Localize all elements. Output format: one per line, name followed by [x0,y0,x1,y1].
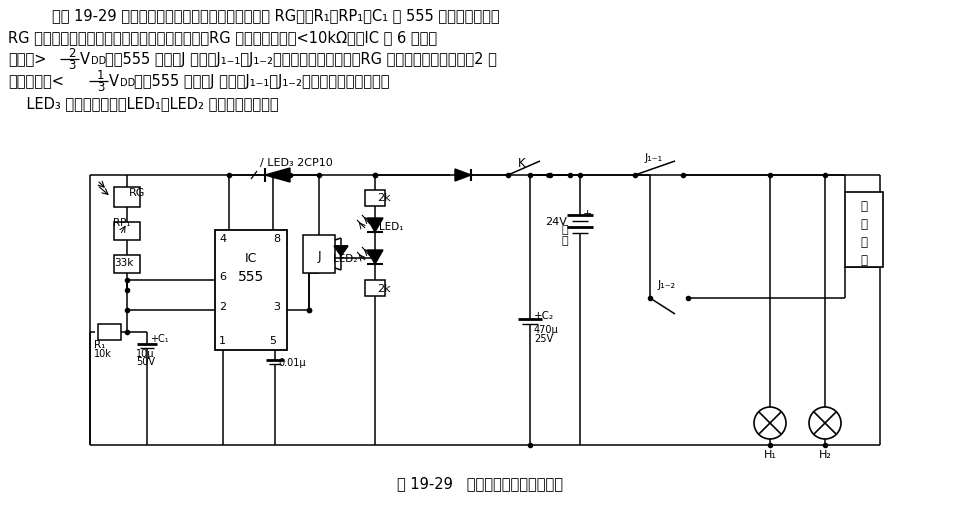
Text: LED₂: LED₂ [333,254,357,264]
Text: 如图 19-29 所示，电路由光敏传感器件（光敏电阻 RG）、R₁、RP₁、C₁ 和 555 组成单稳电路。: 如图 19-29 所示，电路由光敏传感器件（光敏电阻 RG）、R₁、RP₁、C₁… [52,8,499,23]
Text: 瓶: 瓶 [562,236,568,246]
Text: 10μ: 10μ [136,349,155,359]
Text: 4: 4 [219,234,227,244]
Text: ），555 复位，J 吸合，J₁₋₁、J₁₋₂断开，灯不亮；入夜，RG 阻值很大，或呈开路，2 脚: ），555 复位，J 吸合，J₁₋₁、J₁₋₂断开，灯不亮；入夜，RG 阻值很大… [105,52,497,67]
Text: 车: 车 [860,218,868,231]
Text: +: + [583,209,592,219]
Bar [114,255,140,273]
Text: RG: RG [129,188,145,198]
Text: 5: 5 [269,336,276,346]
Text: 灯: 灯 [860,254,868,267]
Text: R₁: R₁ [94,340,106,350]
Text: LED₃ 作为降压使用；LED₁、LED₂ 作为值班监管用。: LED₃ 作为降压使用；LED₁、LED₂ 作为值班监管用。 [8,96,278,111]
Text: 2: 2 [219,302,227,312]
Text: 2k: 2k [377,284,391,294]
Text: 电: 电 [562,225,568,235]
Text: 10k: 10k [94,349,112,359]
Text: RG 放在能感受到光照的地方，当白天受光照时，RG 呈现的阻值小（<10kΩ），IC 的 6 脚呈高: RG 放在能感受到光照的地方，当白天受光照时，RG 呈现的阻值小（<10kΩ），… [8,30,437,45]
Text: 0.01μ: 0.01μ [278,358,305,368]
Text: 3: 3 [273,302,280,312]
Text: +C₁: +C₁ [150,334,169,344]
Text: 1: 1 [219,336,226,346]
Text: 内: 内 [860,236,868,249]
Polygon shape [455,169,471,181]
Text: 50V: 50V [136,357,155,367]
Bar [303,235,335,273]
Bar [365,280,385,296]
Text: 3: 3 [97,81,105,94]
Text: 2: 2 [68,47,76,60]
Text: J₁₋₂: J₁₋₂ [658,280,676,290]
Text: DD: DD [91,56,107,66]
Text: J: J [317,250,321,263]
Text: V: V [80,52,90,67]
Text: 25V: 25V [534,334,553,344]
Polygon shape [334,246,348,256]
Text: 1: 1 [97,69,105,82]
Text: H₂: H₂ [819,450,831,460]
Text: 8: 8 [273,234,280,244]
Text: 470μ: 470μ [534,325,559,335]
Text: 555: 555 [238,270,264,284]
Polygon shape [367,250,383,264]
Text: K: K [518,157,526,170]
Text: IC: IC [245,252,257,265]
Text: 6: 6 [219,272,226,282]
Text: / LED₃ 2CP10: / LED₃ 2CP10 [260,158,333,168]
Text: 3: 3 [68,59,76,72]
Text: 33k: 33k [114,258,133,268]
Polygon shape [265,168,290,182]
Bar [114,187,140,207]
Text: 2k: 2k [377,193,391,203]
Text: 图 19-29   列车照明灯自动开关电路: 图 19-29 列车照明灯自动开关电路 [397,476,563,491]
Bar [215,230,287,350]
Bar [98,324,121,340]
Text: LED₁: LED₁ [379,222,403,232]
Text: DD: DD [120,78,135,88]
Bar [365,190,385,206]
Text: 电平（>: 电平（> [8,52,46,67]
Text: ），555 置位，J 释放，J₁₋₁、J₁₋₂处于常闭状态，灯亮。: ），555 置位，J 释放，J₁₋₁、J₁₋₂处于常闭状态，灯亮。 [134,74,390,89]
Bar [114,222,140,240]
Text: +C₂: +C₂ [534,311,554,321]
Text: V: V [109,74,119,89]
Bar [845,192,883,267]
Text: J₁₋₁: J₁₋₁ [645,153,663,163]
Text: H₁: H₁ [763,450,777,460]
Text: 原: 原 [860,200,868,213]
Text: RP₁: RP₁ [113,218,131,228]
Polygon shape [367,218,383,232]
Text: 呈低电平（<: 呈低电平（< [8,74,64,89]
Text: 24V: 24V [545,217,566,227]
